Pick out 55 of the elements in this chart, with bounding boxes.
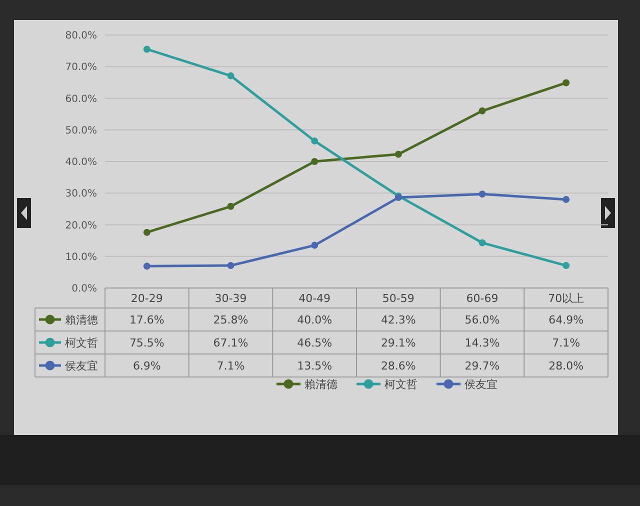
y-tick-label: 0.0%: [72, 284, 97, 294]
point: [143, 46, 150, 53]
x-tick-label: 30-39: [214, 292, 247, 305]
point: [311, 158, 318, 165]
point: [227, 262, 234, 270]
x-tick-label: 70以上: [548, 292, 584, 305]
point: [478, 190, 486, 198]
data-label: 29.1%: [380, 336, 416, 350]
data-label: 7.1%: [216, 359, 245, 372]
point: [311, 242, 318, 249]
x-tick-label: 40-49: [298, 292, 331, 305]
text: 侯友宜: [464, 378, 498, 391]
y-tick-label: 40.0%: [65, 157, 97, 168]
x-tick-label: 50-59: [382, 292, 414, 305]
point: [311, 137, 318, 144]
data-label: 13.5%: [297, 359, 332, 372]
x-tick-label: 20-29: [130, 292, 163, 305]
x-tick-label: 60-69: [466, 292, 498, 305]
data-label: 14.3%: [464, 336, 500, 350]
y-tick-label: 60.0%: [65, 94, 97, 105]
data-label: 67.1%: [213, 336, 248, 350]
data-label: 17.6%: [129, 313, 164, 326]
y-tick-label: 10.0%: [65, 252, 97, 263]
legend-label: 賴清德: [65, 313, 98, 326]
text: 賴清德: [304, 378, 338, 391]
point: [478, 107, 486, 114]
data-label: 28.6%: [380, 359, 416, 372]
y-tick-label: 80.0%: [65, 30, 97, 42]
data-label: 40.0%: [297, 313, 332, 326]
data-label: 42.3%: [380, 313, 416, 326]
point: [562, 196, 570, 203]
point: [562, 262, 570, 270]
point: [143, 228, 150, 236]
data-label: 46.5%: [297, 336, 332, 350]
y-tick-label: 30.0%: [65, 188, 97, 200]
data-label: 6.9%: [132, 359, 161, 372]
data-label: 29.7%: [464, 359, 500, 372]
point: [227, 202, 234, 210]
point: [143, 262, 150, 270]
point: [478, 239, 486, 246]
legend-label: 侯友宜: [65, 359, 98, 372]
y-tick-label: 50.0%: [65, 125, 97, 136]
data-label: 28.0%: [548, 359, 584, 372]
data-label: 56.0%: [464, 313, 500, 326]
y-tick-label: 70.0%: [65, 62, 97, 74]
text: 柯文哲: [384, 378, 418, 391]
data-label: 25.8%: [213, 313, 248, 326]
legend-label: 柯文哲: [65, 336, 98, 350]
data-label: 75.5%: [129, 336, 164, 350]
point: [562, 79, 570, 86]
data-label: 64.9%: [548, 313, 584, 326]
point: [227, 72, 234, 80]
y-tick-label: 20.0%: [65, 220, 97, 232]
data-label: 7.1%: [552, 336, 580, 350]
point: [394, 150, 402, 158]
